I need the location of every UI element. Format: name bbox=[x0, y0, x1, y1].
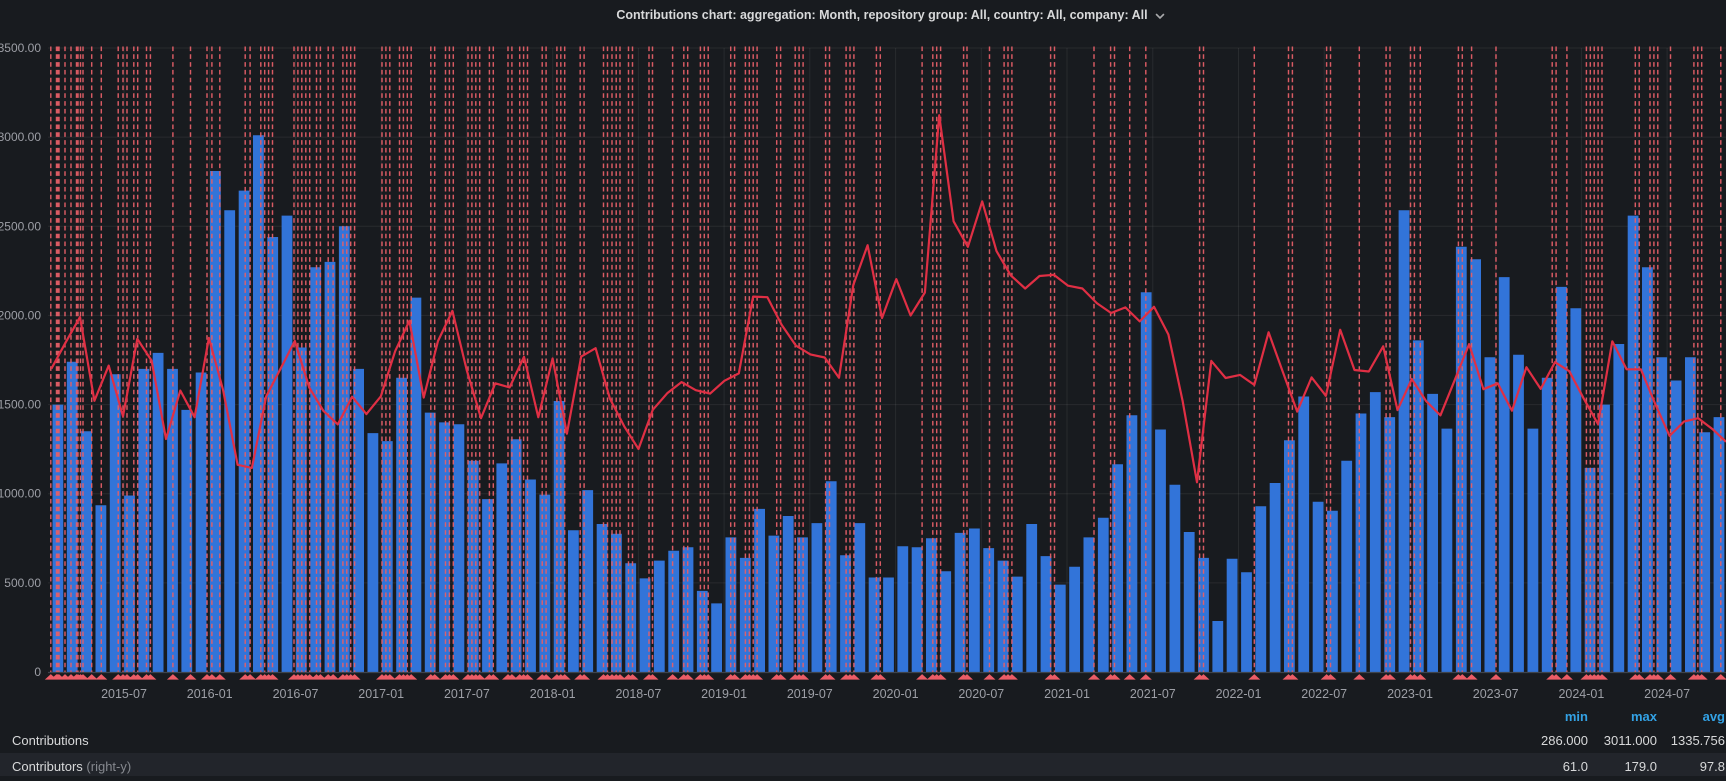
svg-text:2023-01: 2023-01 bbox=[1387, 687, 1433, 701]
svg-text:0: 0 bbox=[34, 665, 41, 679]
svg-text:2020-01: 2020-01 bbox=[873, 687, 919, 701]
svg-text:500.00: 500.00 bbox=[4, 576, 41, 590]
svg-text:3500.00: 3500.00 bbox=[0, 41, 41, 55]
svg-text:1500.00: 1500.00 bbox=[0, 398, 41, 412]
svg-text:2016-07: 2016-07 bbox=[273, 687, 319, 701]
svg-text:2024-07: 2024-07 bbox=[1644, 687, 1690, 701]
svg-text:2021-07: 2021-07 bbox=[1130, 687, 1176, 701]
svg-text:2024-01: 2024-01 bbox=[1558, 687, 1604, 701]
svg-text:1000.00: 1000.00 bbox=[0, 487, 41, 501]
svg-text:2022-07: 2022-07 bbox=[1301, 687, 1347, 701]
svg-text:2023-07: 2023-07 bbox=[1473, 687, 1519, 701]
svg-text:2016-01: 2016-01 bbox=[187, 687, 233, 701]
svg-text:2018-01: 2018-01 bbox=[530, 687, 576, 701]
svg-text:2020-07: 2020-07 bbox=[958, 687, 1004, 701]
svg-text:2022-01: 2022-01 bbox=[1216, 687, 1262, 701]
svg-text:2500.00: 2500.00 bbox=[0, 219, 41, 233]
svg-text:3000.00: 3000.00 bbox=[0, 130, 41, 144]
svg-text:2019-07: 2019-07 bbox=[787, 687, 833, 701]
svg-text:2021-01: 2021-01 bbox=[1044, 687, 1090, 701]
svg-text:2000.00: 2000.00 bbox=[0, 308, 41, 322]
svg-text:2015-07: 2015-07 bbox=[101, 687, 147, 701]
svg-text:2017-07: 2017-07 bbox=[444, 687, 490, 701]
svg-text:2017-01: 2017-01 bbox=[358, 687, 404, 701]
svg-text:2019-01: 2019-01 bbox=[701, 687, 747, 701]
svg-text:2018-07: 2018-07 bbox=[615, 687, 661, 701]
